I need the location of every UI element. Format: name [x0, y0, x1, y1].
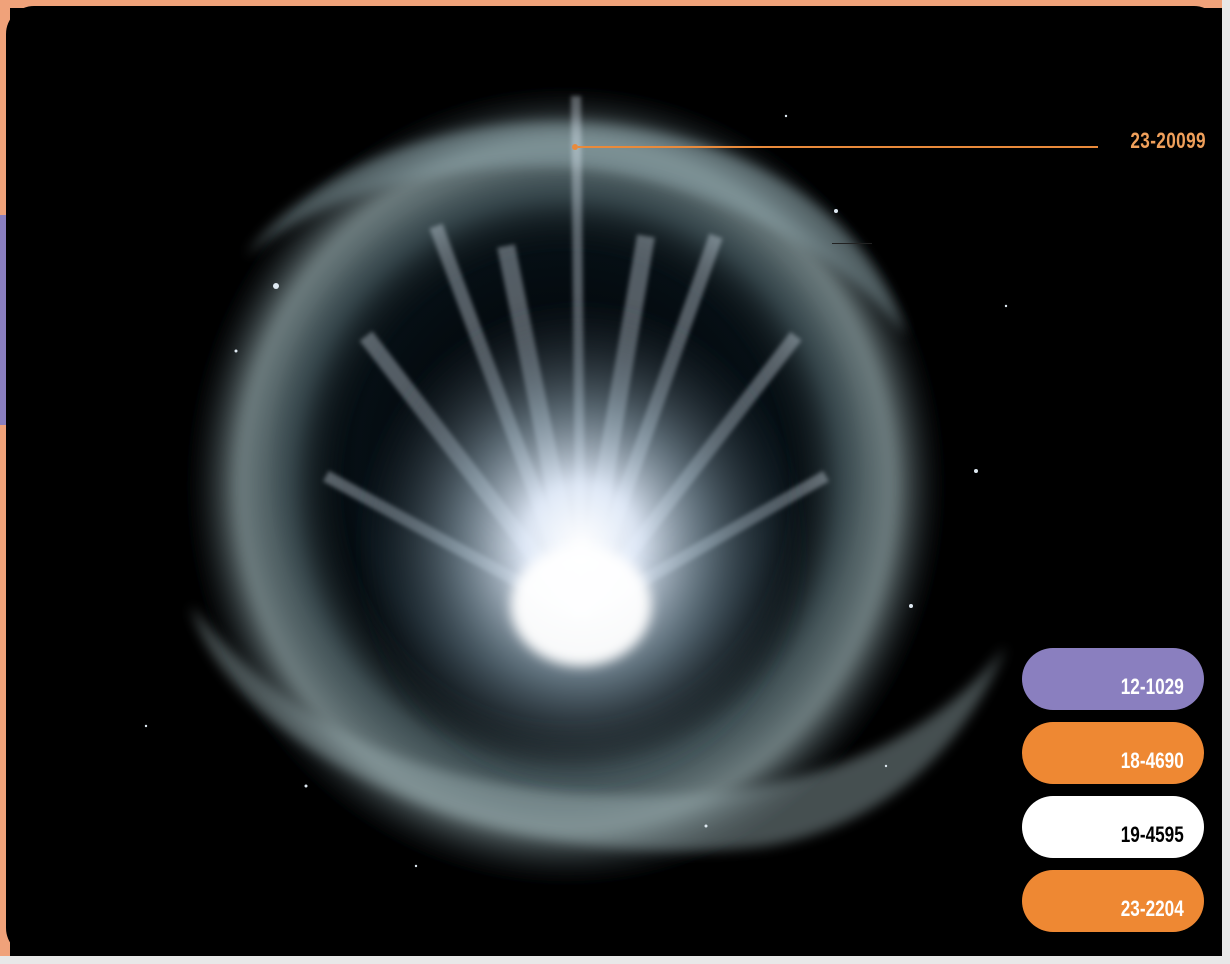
code-button-1[interactable]: 12-1029 — [1022, 648, 1204, 710]
code-button-3[interactable]: 19-4595 — [1022, 796, 1204, 858]
frame-right-bar — [1222, 0, 1230, 964]
secondary-pointer-line — [832, 243, 872, 244]
code-button-1-label: 12-1029 — [1121, 674, 1184, 699]
frame-left-bar — [0, 0, 10, 964]
code-button-4[interactable]: 23-2204 — [1022, 870, 1204, 932]
callout-label: 23-20099 — [1130, 128, 1206, 153]
frame-bottom-bar — [0, 956, 1230, 964]
frame-left-accent — [0, 215, 10, 425]
callout-pointer-dot — [572, 144, 578, 150]
nebula-image — [144, 86, 1008, 886]
code-button-3-label: 19-4595 — [1121, 822, 1184, 847]
code-button-2-label: 18-4690 — [1121, 748, 1184, 773]
viewscreen — [6, 6, 1222, 956]
code-button-4-label: 23-2204 — [1121, 896, 1184, 921]
code-button-2[interactable]: 18-4690 — [1022, 722, 1204, 784]
frame-top-bar — [0, 0, 1230, 8]
button-stack: 12-1029 18-4690 19-4595 23-2204 — [1022, 648, 1204, 944]
callout-pointer-line — [578, 146, 1098, 148]
